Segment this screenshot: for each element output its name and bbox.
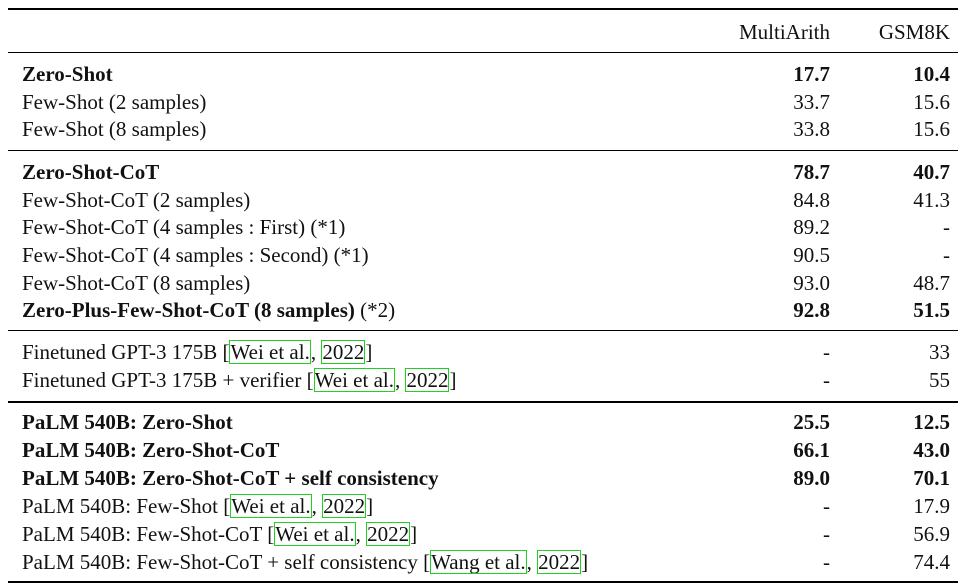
gsm8k-value: 15.6 <box>913 117 950 141</box>
gsm8k-value: 48.7 <box>913 271 950 295</box>
table-row: Zero-Shot 17.7 10.4 <box>8 60 958 88</box>
multiarith-value: - <box>823 494 830 518</box>
row-label-text: PaLM 540B: Few-Shot-CoT <box>22 522 268 546</box>
citation-link[interactable]: Wei et al. <box>274 522 356 546</box>
citation-link[interactable]: 2022 <box>537 550 582 574</box>
gsm8k-value: 10.4 <box>913 62 950 86</box>
header-gsm8k: GSM8K <box>878 20 950 44</box>
row-label: Few-Shot-CoT (2 samples) <box>22 188 251 212</box>
multiarith-value: 84.8 <box>793 188 830 212</box>
gsm8k-value: 41.3 <box>913 188 950 212</box>
row-label: Few-Shot (2 samples) <box>22 90 207 114</box>
table-row: Few-Shot-CoT (8 samples) 93.0 48.7 <box>8 269 958 297</box>
multiarith-value: 90.5 <box>793 243 830 267</box>
multiarith-value: - <box>823 368 830 392</box>
table-row: PaLM 540B: Few-Shot-CoT [Wei et al., 202… <box>8 520 958 548</box>
row-label: Finetuned GPT-3 175B [Wei et al., 2022] <box>22 340 373 364</box>
row-label: PaLM 540B: Zero-Shot <box>22 410 233 434</box>
row-label: Few-Shot-CoT (4 samples : First) (*1) <box>22 215 346 239</box>
row-label: PaLM 540B: Zero-Shot-CoT + self consiste… <box>22 466 439 490</box>
citation-link[interactable]: 2022 <box>321 340 366 364</box>
table-row: Few-Shot-CoT (4 samples : First) (*1) 89… <box>8 213 958 241</box>
group-rule <box>8 150 958 151</box>
row-label: Zero-Shot <box>22 62 113 86</box>
citation-link[interactable]: 2022 <box>322 494 367 518</box>
bottom-rule <box>8 581 958 583</box>
row-label: Few-Shot-CoT (8 samples) <box>22 271 251 295</box>
row-label: Zero-Plus-Few-Shot-CoT (8 samples) (*2) <box>22 296 395 324</box>
row-label: Zero-Shot-CoT <box>22 160 160 184</box>
row-label: Few-Shot-CoT (4 samples : Second) (*1) <box>22 243 369 267</box>
multiarith-value: 66.1 <box>793 438 830 462</box>
row-label: Finetuned GPT-3 175B + verifier [Wei et … <box>22 368 457 392</box>
table-row: Zero-Shot-CoT 78.7 40.7 <box>8 158 958 186</box>
row-label-text: PaLM 540B: Few-Shot-CoT + self consisten… <box>22 550 424 574</box>
top-rule <box>8 8 958 10</box>
row-label-text: Finetuned GPT-3 175B <box>22 340 223 364</box>
multiarith-value: 33.8 <box>793 117 830 141</box>
gsm8k-value: 40.7 <box>913 160 950 184</box>
gsm8k-value: - <box>943 243 950 267</box>
citation-link[interactable]: 2022 <box>366 522 411 546</box>
gsm8k-value: 43.0 <box>913 438 950 462</box>
multiarith-value: 33.7 <box>793 90 830 114</box>
multiarith-value: 25.5 <box>793 410 830 434</box>
row-label: PaLM 540B: Few-Shot-CoT [Wei et al., 202… <box>22 522 418 546</box>
table-row: PaLM 540B: Few-Shot [Wei et al., 2022] -… <box>8 492 958 520</box>
citation-link[interactable]: Wei et al. <box>313 368 395 392</box>
header-row: MultiArith GSM8K <box>8 18 958 46</box>
row-label-suffix: (*2) <box>354 298 396 322</box>
multiarith-value: 17.7 <box>793 62 830 86</box>
gsm8k-value: 17.9 <box>913 494 950 518</box>
gsm8k-value: 74.4 <box>913 550 950 574</box>
citation-link[interactable]: Wei et al. <box>229 340 311 364</box>
row-label-text: PaLM 540B: Few-Shot <box>22 494 224 518</box>
row-label: PaLM 540B: Zero-Shot-CoT <box>22 438 280 462</box>
group-rule <box>8 330 958 331</box>
gsm8k-value: 56.9 <box>913 522 950 546</box>
table-row: Few-Shot-CoT (4 samples : Second) (*1) 9… <box>8 241 958 269</box>
multiarith-value: 89.0 <box>793 466 830 490</box>
row-label: PaLM 540B: Few-Shot [Wei et al., 2022] <box>22 494 374 518</box>
citation-link[interactable]: 2022 <box>405 368 450 392</box>
citation-link[interactable]: Wei et al. <box>230 494 312 518</box>
multiarith-value: - <box>823 550 830 574</box>
multiarith-value: - <box>823 522 830 546</box>
gsm8k-value: 12.5 <box>913 410 950 434</box>
gsm8k-value: 51.5 <box>913 298 950 322</box>
gsm8k-value: - <box>943 215 950 239</box>
header-multiarith: MultiArith <box>738 20 830 44</box>
table-row: PaLM 540B: Zero-Shot 25.5 12.5 <box>8 408 958 436</box>
gsm8k-value: 70.1 <box>913 466 950 490</box>
table-row: PaLM 540B: Zero-Shot-CoT + self consiste… <box>8 464 958 492</box>
citation-link[interactable]: Wang et al. <box>430 550 527 574</box>
table-row: PaLM 540B: Few-Shot-CoT + self consisten… <box>8 548 958 576</box>
row-label-main: Zero-Plus-Few-Shot-CoT (8 samples) <box>22 298 355 322</box>
row-label: PaLM 540B: Few-Shot-CoT + self consisten… <box>22 550 589 574</box>
multiarith-value: 78.7 <box>793 160 830 184</box>
row-label: Few-Shot (8 samples) <box>22 117 207 141</box>
table-row: Finetuned GPT-3 175B [Wei et al., 2022] … <box>8 338 958 366</box>
row-label-text: Finetuned GPT-3 175B + verifier <box>22 368 307 392</box>
group-rule <box>8 401 958 403</box>
gsm8k-value: 33 <box>929 340 950 364</box>
gsm8k-value: 15.6 <box>913 90 950 114</box>
table-row: Few-Shot (2 samples) 33.7 15.6 <box>8 88 958 116</box>
header-rule <box>8 52 958 53</box>
multiarith-value: 92.8 <box>793 298 830 322</box>
multiarith-value: 89.2 <box>793 215 830 239</box>
table-row: Few-Shot (8 samples) 33.8 15.6 <box>8 115 958 143</box>
table-row: Finetuned GPT-3 175B + verifier [Wei et … <box>8 366 958 394</box>
gsm8k-value: 55 <box>929 368 950 392</box>
table-row: Few-Shot-CoT (2 samples) 84.8 41.3 <box>8 186 958 214</box>
multiarith-value: 93.0 <box>793 271 830 295</box>
table-row: PaLM 540B: Zero-Shot-CoT 66.1 43.0 <box>8 436 958 464</box>
multiarith-value: - <box>823 340 830 364</box>
table-row: Zero-Plus-Few-Shot-CoT (8 samples) (*2) … <box>8 296 958 324</box>
